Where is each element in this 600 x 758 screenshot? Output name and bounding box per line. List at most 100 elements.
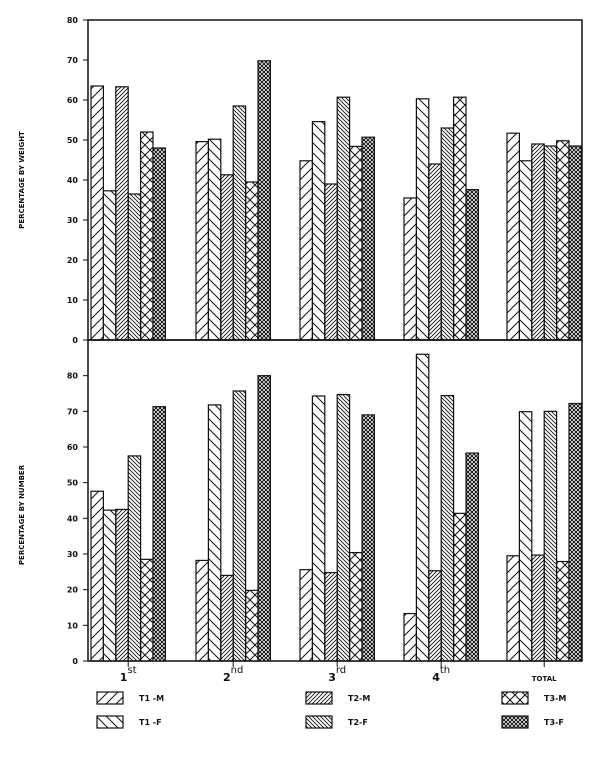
legend-swatch (501, 691, 529, 705)
bar-t2-m-4th (428, 570, 442, 662)
y-tick-label: 10 (67, 621, 79, 630)
y-tick-label: 60 (67, 96, 79, 105)
bar-t1-f-total (518, 411, 533, 662)
legend-item: T3-M (501, 691, 566, 705)
bar-t2-m-1st (115, 86, 129, 341)
legend-swatch (305, 691, 333, 705)
legend-swatch (305, 715, 333, 729)
bar-t2-m-3rd (324, 571, 338, 662)
bar-t1-m-1st (90, 490, 104, 662)
bar-t1-m-1st (90, 85, 104, 341)
legend: T1 -M T1 -F T2-M T2-F T3-M T3-F (96, 691, 566, 729)
legend-swatch (501, 715, 529, 729)
bar-t3-m-total (555, 140, 570, 341)
y-tick-label: 60 (67, 443, 79, 452)
legend-label: T3-M (544, 694, 566, 703)
bar-t1-m-4th (403, 197, 417, 341)
bar-t1-f-3rd (311, 395, 326, 662)
bar-t3-m-1st (140, 131, 154, 341)
bar-t1-f-total (518, 160, 533, 341)
bar-t2-m-3rd (324, 183, 338, 341)
legend-label: T3-F (544, 718, 564, 727)
bar-t3-f-4th (465, 189, 479, 341)
bar-t2-m-2nd (220, 174, 234, 341)
bar-t3-f-3rd (361, 136, 375, 341)
y-tick-label: 20 (67, 586, 79, 595)
x-tick-label: 4th (432, 665, 450, 684)
bar-t3-f-4th (465, 452, 479, 662)
y-tick-label: 0 (72, 336, 78, 345)
x-tick-label: 3rd (328, 665, 346, 684)
y-tick-label: 50 (67, 479, 79, 488)
bar-t3-f-total (568, 145, 582, 341)
bar-t3-m-total (555, 560, 570, 662)
bar-t1-m-3rd (299, 569, 313, 662)
legend-item: T2-M (305, 691, 370, 705)
bar-t1-m-total (506, 555, 520, 662)
bar-t2-f-2nd (232, 390, 247, 662)
bar-t3-m-3rd (349, 145, 363, 341)
y-tick-label: 40 (67, 176, 79, 185)
bar-t2-f-3rd (336, 96, 351, 341)
bar-t2-f-total (543, 145, 558, 341)
legend-label: T1 -M (139, 694, 164, 703)
bar-t2-f-4th (440, 127, 455, 341)
bar-t2-f-1st (127, 455, 142, 662)
bar-t3-m-3rd (349, 551, 363, 662)
legend-swatch (96, 691, 124, 705)
legend-swatch (96, 715, 124, 729)
y-tick-label: 10 (67, 296, 79, 305)
legend-label: T2-M (348, 694, 370, 703)
bar-t2-m-1st (115, 508, 129, 662)
bar-t1-f-1st (102, 190, 117, 341)
bar-t1-f-2nd (207, 138, 222, 341)
y-tick-label: 30 (67, 550, 79, 559)
x-tick-label: TOTAL (532, 675, 557, 683)
bar-t1-f-4th (415, 98, 430, 341)
bar-t2-f-4th (440, 395, 455, 662)
bar-t1-m-total (506, 132, 520, 341)
bar-t2-m-total (531, 554, 545, 662)
y-tick-label: 80 (67, 16, 79, 25)
bar-t3-f-1st (152, 406, 166, 662)
y-tick-label: 70 (67, 56, 79, 65)
bar-t3-m-2nd (245, 181, 259, 341)
x-tick-label: 1st (120, 665, 137, 684)
x-tick-label: 2nd (223, 665, 243, 684)
bar-t2-f-3rd (336, 393, 351, 662)
bar-t3-f-2nd (257, 375, 271, 662)
y-axis-label-weight: PERCENTAGE BY WEIGHT (18, 131, 26, 229)
bar-t3-f-2nd (257, 60, 271, 341)
bar-t3-f-total (568, 402, 582, 662)
y-axis-label-number: PERCENTAGE BY NUMBER (18, 464, 26, 565)
bar-t2-f-total (543, 410, 558, 662)
bar-t2-f-2nd (232, 105, 247, 341)
y-tick-label: 20 (67, 256, 79, 265)
y-tick-label: 0 (72, 657, 78, 666)
bar-t2-f-1st (127, 193, 142, 341)
bar-t1-f-1st (102, 509, 117, 662)
y-tick-label: 50 (67, 136, 79, 145)
y-tick-label: 70 (67, 407, 79, 416)
bar-t2-m-total (531, 143, 545, 341)
legend-label: T1 -F (139, 718, 162, 727)
bar-t3-f-3rd (361, 414, 375, 662)
legend-item: T1 -F (96, 715, 162, 729)
bar-t3-m-1st (140, 558, 154, 662)
bar-t3-m-4th (453, 96, 467, 341)
bar-t3-m-2nd (245, 589, 259, 662)
bar-t1-f-3rd (311, 120, 326, 341)
bar-t2-m-4th (428, 163, 442, 341)
bar-t3-m-4th (453, 512, 467, 662)
bar-t1-m-2nd (195, 559, 209, 662)
y-tick-label: 80 (67, 372, 79, 381)
y-tick-label: 40 (67, 514, 79, 523)
bar-t1-m-4th (403, 612, 417, 662)
legend-label: T2-F (348, 718, 368, 727)
bar-t1-m-2nd (195, 141, 209, 341)
legend-item: T2-F (305, 715, 368, 729)
legend-item: T1 -M (96, 691, 164, 705)
bar-t1-f-2nd (207, 404, 222, 662)
bar-t3-f-1st (152, 147, 166, 341)
